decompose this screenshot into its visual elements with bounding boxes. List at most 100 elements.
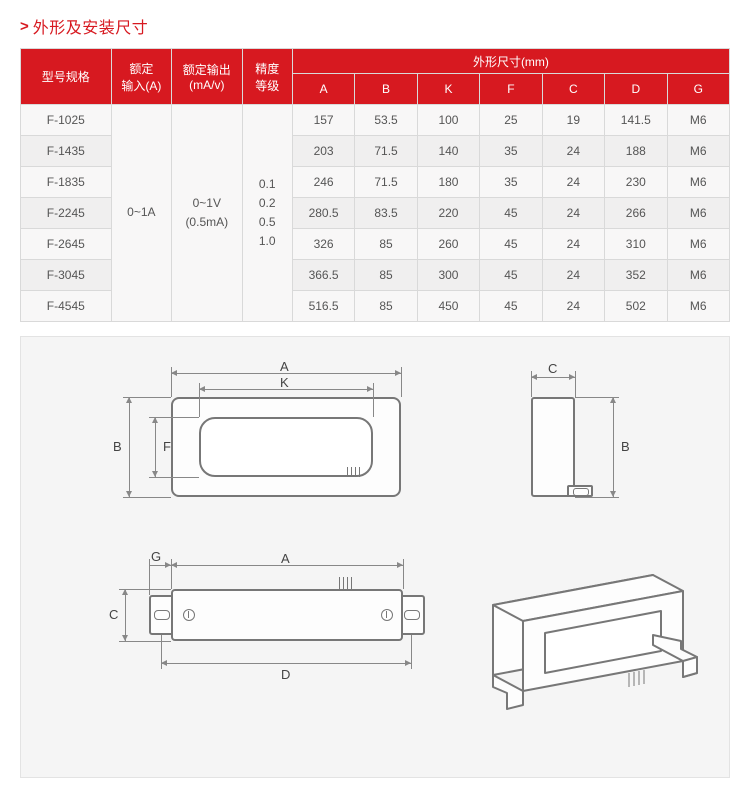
cell-model: F-3045 (21, 260, 112, 291)
cell-dim: 83.5 (355, 198, 417, 229)
cell-dim: M6 (667, 136, 730, 167)
cell-dim: 141.5 (605, 105, 667, 136)
cell-dim: 85 (355, 229, 417, 260)
cell-output: 0~1V (0.5mA) (172, 105, 242, 322)
cell-dim: 157 (292, 105, 354, 136)
cell-dim: 45 (480, 260, 542, 291)
plan-body (171, 589, 403, 641)
screw-icon (183, 609, 195, 621)
foot-slot (573, 488, 589, 496)
hdr-col-K: K (417, 74, 479, 105)
cell-dim: 35 (480, 167, 542, 198)
hdr-col-G: G (667, 74, 730, 105)
cell-dim: 85 (355, 260, 417, 291)
dim-D-line (161, 663, 411, 664)
cell-dim: 25 (480, 105, 542, 136)
hdr-col-D: D (605, 74, 667, 105)
cell-model: F-2645 (21, 229, 112, 260)
cell-dim: 100 (417, 105, 479, 136)
cell-dim: 352 (605, 260, 667, 291)
cell-dim: 53.5 (355, 105, 417, 136)
hdr-input: 额定 输入(A) (111, 49, 171, 105)
dim-B: B (113, 439, 122, 454)
hdr-model: 型号规格 (21, 49, 112, 105)
hdr-output: 额定输出 (mA/v) (172, 49, 242, 105)
isometric-view (453, 555, 693, 745)
dim-F-line (155, 417, 156, 477)
cell-dim: 280.5 (292, 198, 354, 229)
table-row: F-10250~1A0~1V (0.5mA)0.1 0.2 0.5 1.0157… (21, 105, 730, 136)
cell-dim: 260 (417, 229, 479, 260)
cell-dim: 502 (605, 291, 667, 322)
cell-model: F-1435 (21, 136, 112, 167)
cell-dim: 45 (480, 198, 542, 229)
cell-dim: 203 (292, 136, 354, 167)
screw-icon (381, 609, 393, 621)
cell-model: F-4545 (21, 291, 112, 322)
cell-dim: 71.5 (355, 136, 417, 167)
cell-dim: 85 (355, 291, 417, 322)
cell-dim: 230 (605, 167, 667, 198)
section-title: 外形及安装尺寸 (33, 14, 149, 38)
cell-dim: 19 (542, 105, 604, 136)
hdr-col-C: C (542, 74, 604, 105)
spec-table: 型号规格 额定 输入(A) 额定输出 (mA/v) 精度 等级 外形尺寸(mm)… (20, 48, 730, 322)
diagram-panel: A K B F C B (20, 336, 730, 778)
dim-A2: A (281, 551, 290, 566)
cell-dim: 24 (542, 229, 604, 260)
cell-dim: 300 (417, 260, 479, 291)
cell-dim: 246 (292, 167, 354, 198)
cell-dim: 24 (542, 136, 604, 167)
dim-K: K (280, 375, 289, 390)
cell-dim: 35 (480, 136, 542, 167)
dim-B2: B (621, 439, 630, 454)
dim-C-top: C (548, 361, 557, 376)
table-head: 型号规格 额定 输入(A) 额定输出 (mA/v) 精度 等级 外形尺寸(mm)… (21, 49, 730, 105)
dim-B-line (129, 397, 130, 497)
cell-dim: M6 (667, 260, 730, 291)
dim-C2: C (109, 607, 118, 622)
cell-dim: 140 (417, 136, 479, 167)
dim-A: A (280, 359, 289, 374)
hdr-col-F: F (480, 74, 542, 105)
cell-dim: 450 (417, 291, 479, 322)
cell-dim: 266 (605, 198, 667, 229)
cell-model: F-2245 (21, 198, 112, 229)
foot-slot (154, 610, 170, 620)
cell-dim: M6 (667, 291, 730, 322)
cell-dim: M6 (667, 198, 730, 229)
cell-dim: M6 (667, 167, 730, 198)
hdr-acc: 精度 等级 (242, 49, 292, 105)
pin-block-icon (347, 467, 367, 477)
dim-C2-line (125, 589, 126, 641)
cell-input: 0~1A (111, 105, 171, 322)
cell-acc: 0.1 0.2 0.5 1.0 (242, 105, 292, 322)
caret-icon: > (20, 18, 29, 35)
cell-dim: 45 (480, 229, 542, 260)
foot-slot (404, 610, 420, 620)
cell-model: F-1835 (21, 167, 112, 198)
cell-dim: 24 (542, 291, 604, 322)
cell-dim: 180 (417, 167, 479, 198)
dim-G: G (151, 549, 161, 564)
side-view-body (531, 397, 575, 497)
cell-dim: 24 (542, 198, 604, 229)
cell-dim: 24 (542, 260, 604, 291)
cell-dim: 310 (605, 229, 667, 260)
cell-dim: 326 (292, 229, 354, 260)
cell-dim: 516.5 (292, 291, 354, 322)
cell-dim: 24 (542, 167, 604, 198)
cell-dim: 220 (417, 198, 479, 229)
section-title-row: > 外形及安装尺寸 (20, 14, 730, 38)
table-body: F-10250~1A0~1V (0.5mA)0.1 0.2 0.5 1.0157… (21, 105, 730, 322)
dim-B2-line (613, 397, 614, 497)
hdr-col-B: B (355, 74, 417, 105)
hdr-col-A: A (292, 74, 354, 105)
dim-D: D (281, 667, 290, 682)
cell-dim: 188 (605, 136, 667, 167)
hdr-dims: 外形尺寸(mm) (292, 49, 729, 74)
cell-dim: 45 (480, 291, 542, 322)
dim-F: F (163, 439, 171, 454)
cell-model: F-1025 (21, 105, 112, 136)
cell-dim: M6 (667, 105, 730, 136)
